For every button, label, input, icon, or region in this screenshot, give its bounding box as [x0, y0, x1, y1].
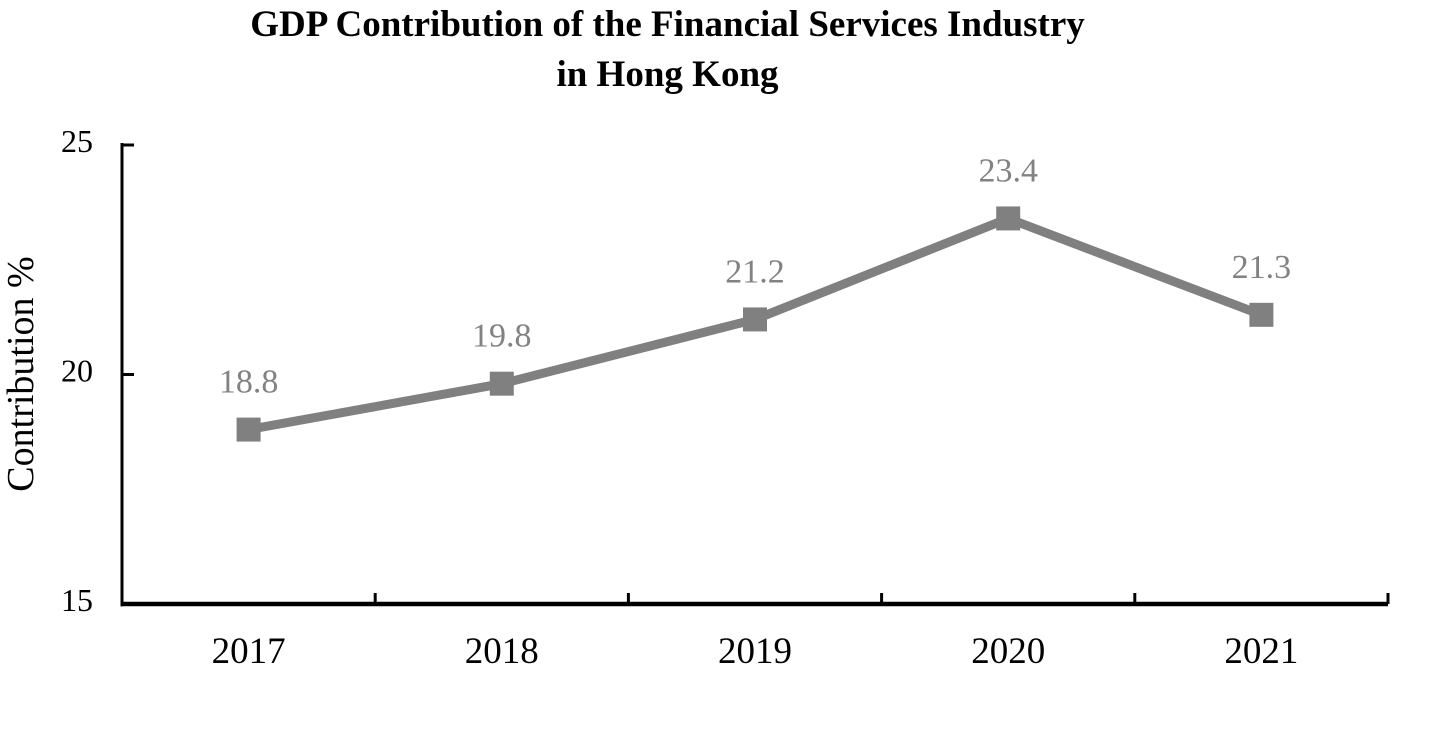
chart-title-line1: GDP Contribution of the Financial Servic… [250, 4, 1085, 45]
data-point-label: 21.3 [1232, 249, 1292, 286]
chart-title: GDP Contribution of the Financial Servic… [0, 0, 1335, 100]
x-tick-label: 2020 [971, 631, 1045, 672]
x-tick-label: 2017 [212, 631, 286, 672]
x-tick-label: 2021 [1224, 631, 1298, 672]
x-tick-label: 2019 [718, 631, 792, 672]
y-tick-label: 20 [61, 353, 93, 389]
data-point-marker [996, 206, 1021, 231]
data-point-marker [1249, 302, 1274, 327]
data-point-label: 18.8 [219, 364, 279, 401]
data-point-marker [743, 307, 767, 332]
x-tick-label: 2018 [465, 631, 539, 672]
data-point-label: 19.8 [472, 318, 532, 355]
chart-title-line2: in Hong Kong [556, 54, 779, 95]
y-tick-label: 15 [61, 582, 93, 618]
data-point-label: 21.2 [725, 253, 785, 290]
data-point-marker [236, 417, 261, 442]
data-point-label: 23.4 [978, 152, 1038, 189]
data-point-marker [489, 371, 514, 396]
y-tick-label: 25 [61, 123, 93, 159]
